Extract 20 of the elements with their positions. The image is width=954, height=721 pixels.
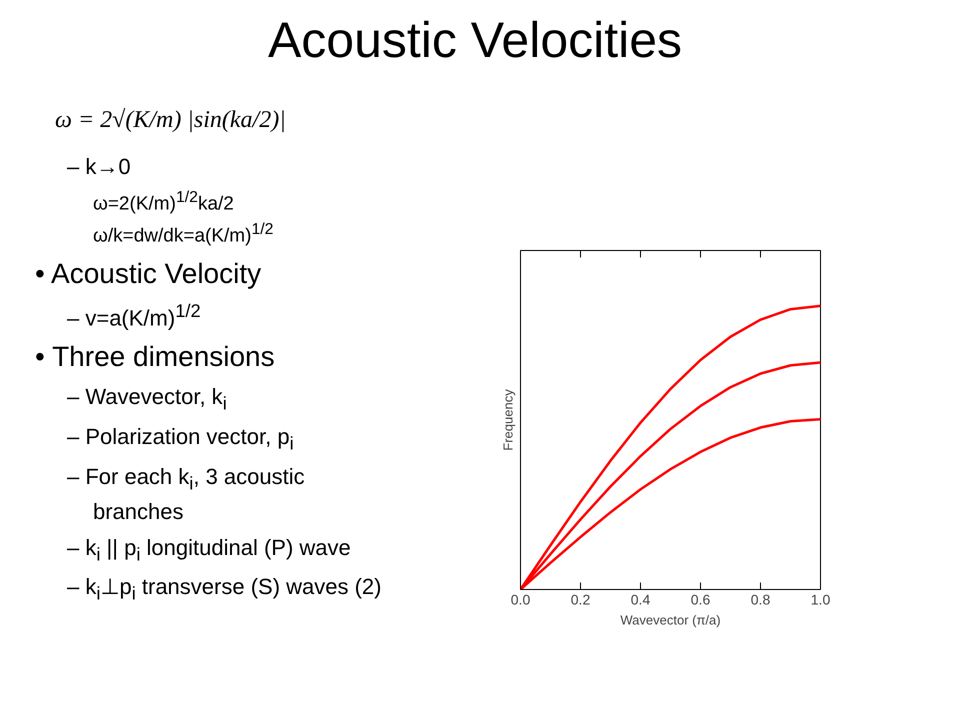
x-tick-label: 0.6: [690, 592, 710, 608]
text: ω=2(K/m)$^{1/2}$ka/2: [93, 188, 235, 216]
text: • Three dimensions: [35, 340, 276, 374]
y-axis-title: Frequency: [500, 388, 516, 451]
x-tick-label: 0.0: [510, 592, 530, 608]
text: – k→0: [67, 153, 132, 182]
text: – k$_{i}$ || p$_{i}$ longitudinal (P) wave: [67, 534, 352, 566]
text: – v=a(K/m)$^{1/2}$: [67, 298, 202, 332]
text: – Polarization vector, p$_{i}$: [67, 422, 295, 456]
text: • Acoustic Velocity: [35, 256, 262, 291]
text: ω = 2√(K/m) |sin(ka/2)|: [55, 106, 287, 135]
text: ω/k=dw/dk=a(K/m)$^{1/2}$: [93, 220, 274, 248]
x-tick-label: 0.8: [750, 592, 770, 608]
x-tick-label: 0.2: [570, 592, 590, 608]
text: – k$_{i}$⊥p$_{i}$ transverse (S) waves (2): [67, 573, 382, 606]
x-tick-label: 0.4: [630, 592, 650, 608]
text: – Wavevector, k$_{i}$: [67, 383, 228, 416]
chart-title: Acoustic Velocities: [268, 11, 682, 70]
x-tick-label: 1.0: [810, 592, 830, 608]
x-axis-title: Wavevector (π/a): [620, 612, 721, 628]
